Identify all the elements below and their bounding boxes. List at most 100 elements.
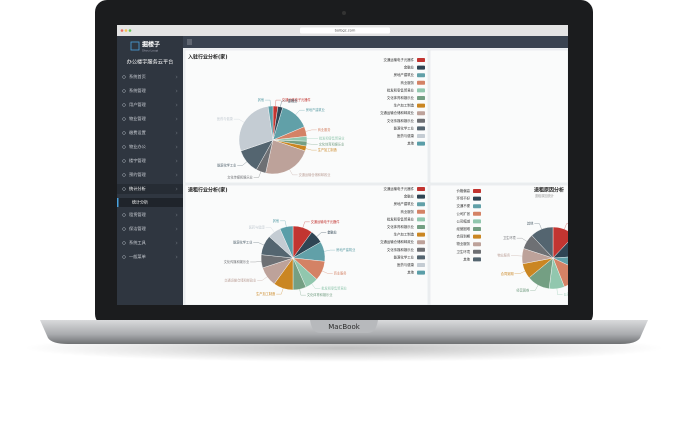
legend-swatch[interactable] — [417, 240, 425, 244]
submenu-item[interactable]: 统计分析 — [132, 199, 148, 205]
slice-label: 环境不好 — [592, 239, 606, 244]
slice-label: 医药与健康 — [217, 116, 234, 121]
legend-label: 环境不好 — [456, 196, 470, 201]
slice-label: 文化体育和娱乐业 — [319, 141, 345, 146]
legend-swatch[interactable] — [417, 104, 425, 108]
slice-label: 金融业 — [288, 98, 298, 103]
legend-label: 合同到期 — [456, 234, 470, 239]
legend-swatch[interactable] — [417, 271, 425, 275]
legend-swatch[interactable] — [473, 250, 481, 254]
menu-item[interactable]: 楼宇管理 — [129, 157, 147, 164]
slice-label: 批发和零售贸易业 — [321, 286, 347, 291]
slice-label: 商业服务 — [334, 270, 348, 275]
legend-swatch[interactable] — [417, 195, 425, 199]
menu-item[interactable]: 统计分析 — [129, 185, 146, 192]
legend-swatch[interactable] — [417, 248, 425, 252]
legend-swatch[interactable] — [417, 111, 425, 115]
slice-label: 能源化学工业 — [217, 163, 236, 168]
legend-swatch[interactable] — [473, 189, 481, 193]
slice-label: 合同到期 — [501, 271, 514, 276]
legend-swatch[interactable] — [417, 126, 425, 130]
slice-label: 其他 — [258, 97, 265, 102]
legend-swatch[interactable] — [473, 235, 481, 239]
legend-label: 能源化学工业 — [394, 254, 415, 259]
menu-item[interactable]: 一般菜单 — [129, 253, 146, 260]
slice-label: 其他 — [527, 221, 534, 226]
dot — [125, 29, 128, 32]
legend-swatch[interactable] — [417, 233, 425, 237]
legend-swatch[interactable] — [417, 142, 425, 146]
panel-title: 退租原因分析 — [534, 187, 564, 194]
legend-label: 交通运输电子元器件 — [383, 57, 414, 62]
menu-item[interactable]: 缴费设置 — [129, 129, 146, 136]
legend-label: 其他 — [463, 256, 470, 261]
legend-swatch[interactable] — [417, 187, 425, 191]
menu-item[interactable]: 系统工具 — [129, 239, 147, 246]
dot — [121, 29, 124, 32]
menu-item[interactable]: 系统管理 — [129, 87, 147, 94]
menu-item[interactable]: 用户管理 — [129, 101, 147, 108]
legend-label: 房地产建筑业 — [394, 72, 415, 77]
menu-item[interactable]: 物业办公 — [129, 143, 147, 150]
legend-swatch[interactable] — [417, 202, 425, 206]
legend-label: 商业服务 — [400, 209, 414, 214]
legend-swatch[interactable] — [473, 197, 481, 201]
slice-label: 物业服务 — [497, 253, 511, 258]
slice-label: 文化传媒和娱乐业 — [227, 174, 253, 179]
legend-label: 能源化学工业 — [394, 125, 415, 130]
legend-label: 金融业 — [404, 65, 415, 70]
legend-swatch[interactable] — [473, 257, 481, 261]
legend-label: 批发和零售贸易业 — [387, 216, 415, 221]
legend-swatch[interactable] — [417, 81, 425, 85]
legend-swatch[interactable] — [417, 217, 425, 221]
legend-label: 公司缩减 — [456, 218, 470, 223]
legend-swatch[interactable] — [417, 66, 425, 70]
slice-label: 房地产建筑业 — [336, 247, 355, 252]
menu-item[interactable]: 物业管理 — [129, 115, 147, 122]
legend-swatch[interactable] — [417, 255, 425, 259]
legend-swatch[interactable] — [417, 58, 425, 62]
menu-item[interactable]: 预约管理 — [129, 171, 147, 178]
legend-swatch[interactable] — [473, 204, 481, 208]
legend-swatch[interactable] — [417, 263, 425, 267]
legend-swatch[interactable] — [473, 219, 481, 223]
legend-label: 经营困难 — [456, 226, 470, 231]
slice-label: 交通不便 — [595, 262, 609, 267]
legend-swatch[interactable] — [417, 96, 425, 100]
legend-swatch[interactable] — [417, 225, 425, 229]
slice-label: 交通运输电子元器件 — [311, 219, 340, 224]
menu-item[interactable]: 系统首页 — [129, 73, 146, 80]
slice-label: 经营困难 — [516, 287, 530, 292]
legend-label: 生产加工制造 — [394, 232, 415, 237]
legend-label: 金融业 — [404, 194, 415, 199]
panel-subtitle: 退租原因统计 — [535, 193, 555, 198]
legend-swatch[interactable] — [473, 212, 481, 216]
legend-label: 批发和零售贸易业 — [387, 87, 415, 92]
submenu-bg — [117, 198, 183, 207]
legend-label: 物业服务 — [456, 241, 470, 246]
slice-label: 文化体育和娱乐业 — [307, 292, 333, 297]
legend-swatch[interactable] — [417, 88, 425, 92]
legend-swatch[interactable] — [417, 210, 425, 214]
logo: 掘楼子 — [142, 41, 160, 49]
legend-swatch[interactable] — [417, 134, 425, 138]
device-label: MacBook — [328, 323, 361, 331]
slice-label: 生产加工制造 — [318, 147, 338, 152]
legend-label: 房地产建筑业 — [394, 201, 415, 206]
legend-swatch[interactable] — [473, 242, 481, 246]
menu-item[interactable]: 保洁管理 — [129, 225, 147, 232]
legend-swatch[interactable] — [417, 119, 425, 123]
legend-swatch[interactable] — [473, 227, 481, 231]
legend-label: 医药与健康 — [397, 133, 415, 138]
legend-label: 生产加工制造 — [394, 103, 415, 108]
dot — [129, 29, 132, 32]
legend-label: 价格偏高 — [456, 188, 470, 193]
legend-swatch[interactable] — [417, 73, 425, 77]
slice-label: 能源化学工业 — [233, 240, 252, 245]
menu-item[interactable]: 租赁管理 — [129, 211, 147, 218]
legend-label: 医药与健康 — [397, 262, 415, 267]
legend-label: 其他 — [407, 141, 414, 146]
slice-label: 房地产建筑业 — [306, 107, 325, 112]
